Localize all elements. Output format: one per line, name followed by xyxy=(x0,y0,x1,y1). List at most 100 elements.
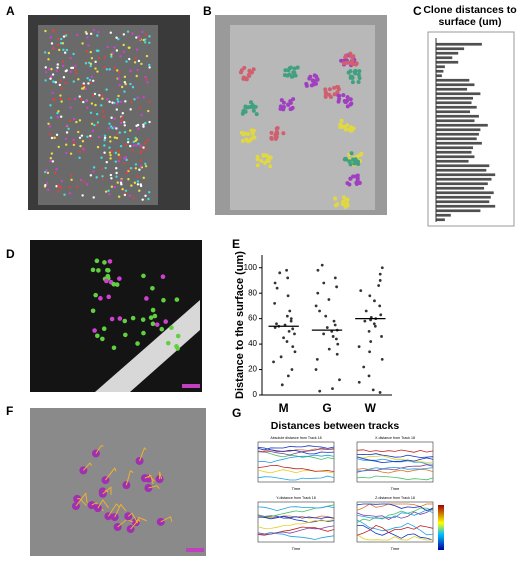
cell-dot xyxy=(126,138,130,141)
clone-blob xyxy=(304,81,309,86)
point xyxy=(325,326,329,329)
title-line: Clone distances to xyxy=(423,4,516,16)
cell-dot xyxy=(48,125,52,128)
cell-dot xyxy=(104,190,108,193)
clone-blob xyxy=(291,70,296,75)
cell-dot xyxy=(144,164,148,168)
clone-blob xyxy=(315,76,320,81)
cell-dot xyxy=(120,116,124,119)
clone-blob xyxy=(251,105,256,110)
clone-blob xyxy=(251,108,256,113)
cell-dot xyxy=(107,189,110,192)
bar xyxy=(436,132,479,136)
bar xyxy=(436,123,488,127)
clone-blob xyxy=(250,131,255,136)
cell-dot xyxy=(63,51,67,54)
clone-blob xyxy=(286,68,291,73)
point xyxy=(368,350,372,354)
clone-blob xyxy=(345,201,350,206)
cell-dot xyxy=(129,167,133,170)
cell-dot xyxy=(82,100,85,104)
distance-line xyxy=(356,525,434,541)
point xyxy=(285,268,288,272)
bar xyxy=(436,204,496,208)
panel-letter: E xyxy=(232,237,240,251)
cell-dot xyxy=(111,51,114,55)
cell-sphere xyxy=(140,317,146,322)
cell-dot xyxy=(95,176,98,179)
cell-dot xyxy=(116,100,120,103)
cell-dot xyxy=(138,168,141,171)
cell-dot xyxy=(65,151,68,155)
cell-dot xyxy=(84,62,88,65)
cell-dot xyxy=(43,170,47,174)
cell-dot xyxy=(58,83,62,87)
cell-dot xyxy=(121,188,124,191)
cell-dot xyxy=(135,74,138,78)
clone-blob xyxy=(246,131,251,136)
point xyxy=(322,332,326,336)
clone-blob xyxy=(288,65,293,70)
cell-dot xyxy=(101,97,104,100)
clone-blob xyxy=(356,80,361,85)
cell-dot xyxy=(127,177,130,181)
cell-dot xyxy=(61,42,65,45)
bar xyxy=(436,101,472,105)
point xyxy=(333,276,337,280)
cell-dot xyxy=(77,130,80,134)
cell-dot xyxy=(103,138,106,142)
cell-dot xyxy=(75,33,79,37)
clone-blob xyxy=(281,100,286,105)
cell-dot xyxy=(141,198,144,201)
cell-dot xyxy=(116,181,119,184)
cell-dot xyxy=(74,68,77,72)
cell-dot xyxy=(65,131,69,134)
cell-dot xyxy=(145,78,148,81)
x-tick-label: W xyxy=(365,401,377,415)
cell-dot xyxy=(139,159,142,162)
cell-dot xyxy=(97,56,101,60)
cell-dot xyxy=(115,108,119,111)
cell-dot xyxy=(138,37,142,41)
point xyxy=(275,286,279,290)
clone-blob xyxy=(344,157,349,162)
cell-dot xyxy=(110,177,113,180)
cell-dot xyxy=(119,121,123,125)
point xyxy=(287,329,291,333)
cell-dot xyxy=(136,123,140,127)
bar xyxy=(436,114,479,118)
cell-dot xyxy=(89,50,92,54)
clone-blob xyxy=(354,61,359,66)
cell-dot xyxy=(105,68,109,71)
cell-dot xyxy=(118,71,121,74)
cell-dot xyxy=(116,97,119,101)
cell-sphere xyxy=(135,341,140,346)
distance-line xyxy=(356,455,434,463)
cell-dot xyxy=(60,179,64,183)
cell-dot xyxy=(122,50,126,53)
clone-blob xyxy=(281,105,286,110)
cell-dot xyxy=(123,75,127,79)
clone-blob xyxy=(282,73,287,78)
cell-dot xyxy=(49,36,52,39)
tissue-b xyxy=(230,25,375,210)
cell-dot xyxy=(109,157,112,160)
cell-dot xyxy=(102,114,106,118)
cell-dot xyxy=(119,100,123,104)
cell-dot xyxy=(148,191,151,194)
cell-dot xyxy=(100,167,104,171)
cell-dot xyxy=(72,143,76,147)
cell-sphere xyxy=(111,281,117,287)
cell-dot xyxy=(69,106,72,109)
cell-dot xyxy=(120,119,123,122)
cell-dot xyxy=(83,180,86,184)
cell-dot xyxy=(88,61,91,65)
clone-blob xyxy=(353,71,358,76)
point xyxy=(379,313,383,317)
clone-blob xyxy=(292,66,297,71)
cell-dot xyxy=(44,79,47,82)
cell-dot xyxy=(72,138,75,142)
clone-blob xyxy=(268,155,273,160)
cell-sphere xyxy=(102,260,107,265)
chart-title: Distances between tracks xyxy=(271,420,400,432)
